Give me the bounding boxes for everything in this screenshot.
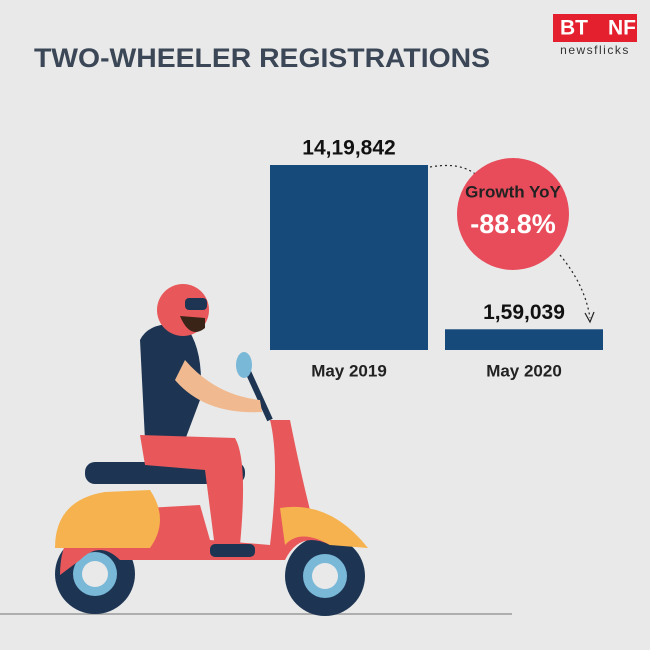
logo-right: NF [608, 17, 636, 40]
annotation-label: Growth YoY [465, 182, 561, 201]
annotation-text: -88.8% [470, 209, 556, 239]
logo-left: BT [560, 17, 588, 40]
annotation-arrow [559, 254, 591, 319]
x-tick-label: May 2019 [311, 361, 387, 380]
value-label: 1,59,039 [483, 301, 565, 324]
annotation-circle [457, 158, 569, 270]
scooter-illustration [55, 284, 368, 616]
chart-title: TWO-WHEELER REGISTRATIONS [34, 43, 490, 73]
logo-tagline: newsflicks [560, 43, 630, 57]
logo-box [553, 14, 637, 42]
value-label: 14,19,842 [302, 137, 395, 160]
bar [270, 165, 428, 350]
arrow-head [584, 311, 595, 324]
bar [445, 329, 603, 350]
x-tick-label: May 2020 [486, 361, 562, 380]
